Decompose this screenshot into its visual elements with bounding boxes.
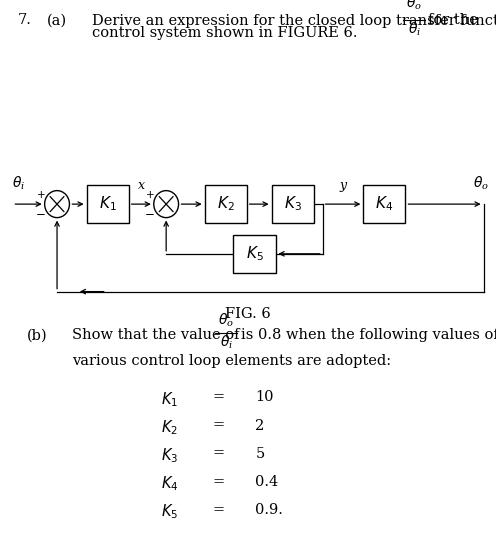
Text: =: =	[212, 390, 224, 404]
Text: (b): (b)	[27, 328, 48, 342]
Text: =: =	[212, 418, 224, 433]
Text: +: +	[146, 190, 155, 200]
Text: 7.: 7.	[17, 14, 31, 28]
Bar	[86, 185, 128, 223]
Text: $K_1$: $K_1$	[99, 195, 117, 213]
Text: $\theta_{\mathregular{o}}$: $\theta_{\mathregular{o}}$	[406, 0, 422, 12]
Circle shape	[45, 191, 69, 218]
Text: x: x	[138, 179, 145, 192]
Circle shape	[154, 191, 179, 218]
Text: $K_3$: $K_3$	[161, 447, 179, 465]
Bar	[234, 235, 276, 273]
Text: FIG. 6: FIG. 6	[225, 307, 271, 321]
Text: $K_3$: $K_3$	[284, 195, 302, 213]
Text: $K_5$: $K_5$	[161, 503, 179, 522]
Text: $K_1$: $K_1$	[161, 390, 178, 409]
Text: Derive an expression for the closed loop transfer function: Derive an expression for the closed loop…	[92, 14, 496, 28]
Text: =: =	[212, 447, 224, 461]
Text: Show that the value of: Show that the value of	[72, 328, 240, 342]
Text: $K_4$: $K_4$	[375, 195, 393, 213]
Text: 0.9.: 0.9.	[255, 503, 283, 517]
Text: $\theta_{\mathregular{o}}$: $\theta_{\mathregular{o}}$	[218, 312, 234, 329]
Text: +: +	[37, 190, 46, 200]
Text: $\theta_{\mathregular{i}}$: $\theta_{\mathregular{i}}$	[220, 333, 233, 350]
Text: =: =	[212, 503, 224, 517]
Text: 2: 2	[255, 418, 265, 433]
Text: −: −	[145, 208, 155, 221]
Text: 5: 5	[255, 447, 265, 461]
Text: $K_2$: $K_2$	[161, 418, 178, 437]
Text: control system shown in FIGURE 6.: control system shown in FIGURE 6.	[92, 26, 357, 40]
Text: $K_5$: $K_5$	[246, 245, 263, 263]
Text: =: =	[212, 475, 224, 489]
Text: for the: for the	[428, 14, 478, 28]
Text: y: y	[340, 179, 347, 192]
Text: (a): (a)	[47, 14, 67, 28]
Bar	[272, 185, 313, 223]
Text: 10: 10	[255, 390, 274, 404]
Bar	[205, 185, 247, 223]
Bar	[363, 185, 405, 223]
Text: $K_4$: $K_4$	[161, 475, 179, 494]
Text: −: −	[36, 208, 46, 221]
Text: $K_2$: $K_2$	[217, 195, 235, 213]
Text: is 0.8 when the following values of the: is 0.8 when the following values of the	[241, 328, 496, 342]
Text: various control loop elements are adopted:: various control loop elements are adopte…	[72, 354, 391, 368]
Text: $\theta_{\mathregular{i}}$: $\theta_{\mathregular{i}}$	[408, 21, 421, 38]
Text: 0.4: 0.4	[255, 475, 279, 489]
Text: $\theta_{\mathregular{o}}$: $\theta_{\mathregular{o}}$	[473, 175, 489, 192]
Text: $\theta_{\mathregular{i}}$: $\theta_{\mathregular{i}}$	[12, 175, 25, 192]
